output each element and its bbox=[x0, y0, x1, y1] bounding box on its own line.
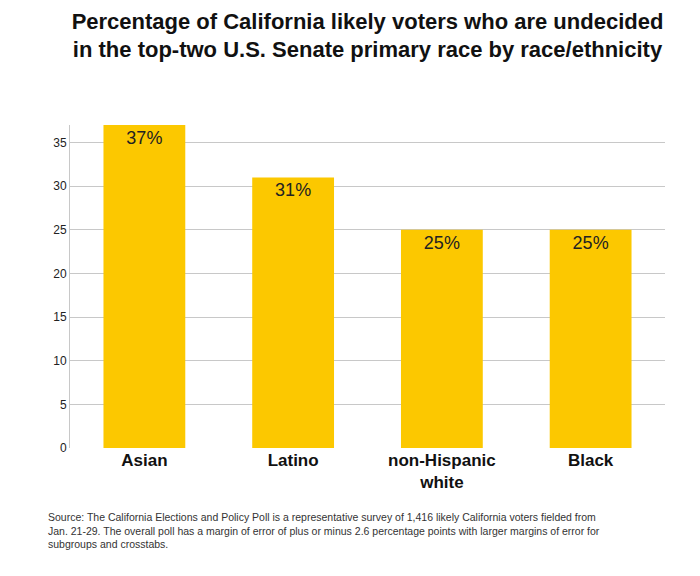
svg-text:35: 35 bbox=[53, 136, 67, 150]
svg-text:0: 0 bbox=[60, 441, 67, 455]
svg-text:31%: 31% bbox=[275, 180, 311, 200]
svg-text:Source: The California Electio: Source: The California Elections and Pol… bbox=[48, 511, 600, 550]
svg-text:37%: 37% bbox=[126, 128, 162, 148]
svg-text:Asian: Asian bbox=[121, 451, 167, 470]
svg-text:15: 15 bbox=[53, 310, 67, 324]
svg-text:10: 10 bbox=[53, 354, 67, 368]
svg-text:Percentage of California likel: Percentage of California likely voters w… bbox=[72, 9, 664, 63]
svg-text:5: 5 bbox=[60, 398, 67, 412]
svg-text:non-Hispanicwhite: non-Hispanicwhite bbox=[388, 451, 496, 492]
svg-text:25: 25 bbox=[53, 223, 67, 237]
svg-text:30: 30 bbox=[53, 179, 67, 193]
svg-text:20: 20 bbox=[53, 267, 67, 281]
svg-text:25%: 25% bbox=[424, 233, 460, 253]
svg-text:25%: 25% bbox=[573, 233, 609, 253]
svg-text:Latino: Latino bbox=[268, 451, 319, 470]
svg-text:Black: Black bbox=[568, 451, 614, 470]
